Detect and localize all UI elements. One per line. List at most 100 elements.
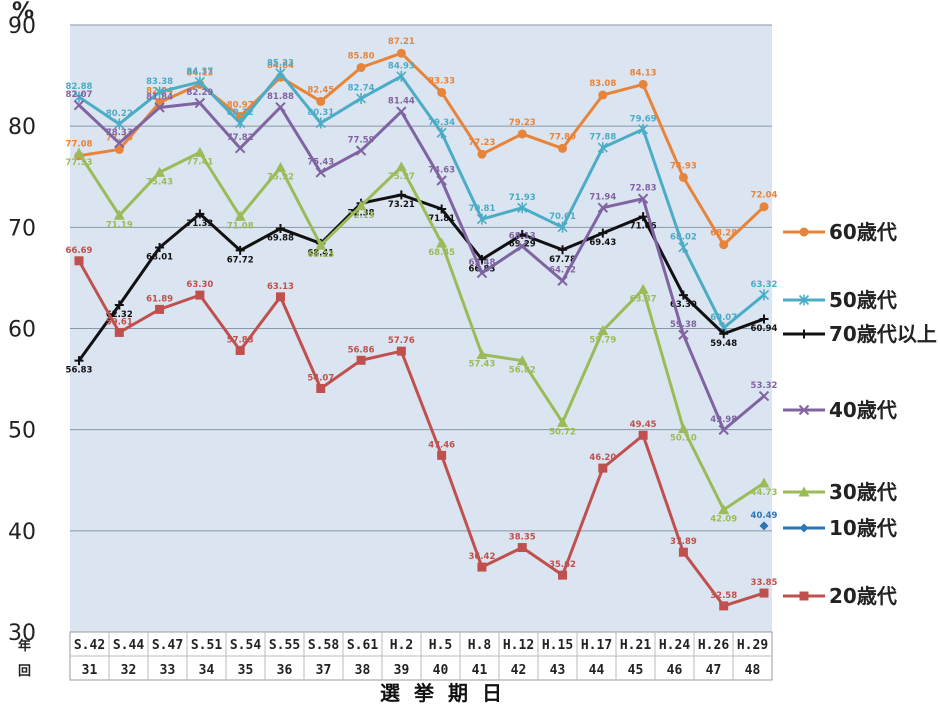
- data-label: 78.33: [106, 128, 133, 138]
- data-label: 71.94: [589, 193, 616, 203]
- data-point: [235, 245, 245, 255]
- data-label: 68.13: [509, 231, 536, 241]
- data-label: 77.08: [66, 140, 93, 150]
- data-label: 57.43: [468, 359, 495, 369]
- data-label: 85.23: [267, 58, 294, 68]
- data-point: [597, 325, 609, 336]
- series-20歳代: 66.69 59.61 61.89 63.30 57.83 63.13 54.07 56.86…: [66, 246, 778, 611]
- series-layer: 77.0877.7082.3484.1380.9784.8482.4585.80…: [66, 37, 778, 611]
- data-point: [598, 228, 608, 238]
- data-label: 49.45: [630, 420, 657, 430]
- x-round-label: 37: [316, 663, 332, 678]
- data-point: [798, 404, 810, 416]
- data-point: [718, 424, 729, 436]
- y-tick-label: 80: [8, 115, 36, 140]
- data-label: 77.80: [549, 132, 576, 142]
- data-label: 82.74: [348, 83, 375, 93]
- x-tick-label: S.61: [347, 638, 378, 653]
- data-label: 75.43: [146, 177, 173, 187]
- data-point: [195, 290, 205, 300]
- x-tick-label: S.47: [152, 638, 183, 653]
- series-30歳代: 77.33 71.19 75.43 77.41 71.08 75.92 68.23 72.13…: [66, 146, 778, 525]
- data-point: [558, 570, 568, 580]
- data-label: 79.69: [630, 114, 657, 124]
- data-point: [638, 430, 648, 440]
- data-point: [396, 70, 407, 82]
- data-label: 62.32: [106, 310, 133, 320]
- data-label: 77.70: [106, 133, 133, 143]
- legend-label: 10歳代: [829, 516, 897, 540]
- data-label: 84.84: [267, 61, 294, 71]
- data-label: 46.20: [589, 453, 616, 463]
- data-label: 83.08: [589, 79, 616, 89]
- data-label: 53.32: [751, 381, 778, 391]
- data-label: 70.81: [468, 204, 495, 214]
- data-label: 71.93: [509, 193, 536, 203]
- data-label: 85.80: [348, 51, 375, 61]
- data-label: 80.31: [307, 108, 334, 118]
- x-tick-label: S.51: [191, 638, 222, 653]
- data-point: [235, 345, 245, 355]
- data-label: 49.98: [710, 415, 737, 425]
- data-point: [637, 193, 649, 204]
- legend-item-70歳代以上: 70歳代以上: [783, 322, 937, 346]
- data-label: 50.72: [549, 427, 576, 437]
- series-line: [77, 260, 765, 608]
- legend-item-20歳代: 20歳代: [783, 584, 897, 608]
- data-point: [477, 562, 487, 572]
- x-axis-table: 年回 S.42 31 S.44 32 S.47 33 S.51 34 S.54 35 S.55 36 S.…: [18, 631, 773, 681]
- legend-item-30歳代: 30歳代: [783, 480, 897, 504]
- data-point: [437, 204, 447, 214]
- y-tick-label: 30: [8, 621, 36, 646]
- data-point: [396, 106, 407, 117]
- legend-label: 60歳代: [829, 220, 897, 244]
- data-point: [73, 147, 85, 158]
- data-point: [719, 329, 729, 339]
- data-point: [719, 240, 729, 250]
- series-line: [78, 51, 766, 247]
- data-label: 63.87: [630, 294, 657, 304]
- data-label: 84.13: [186, 68, 213, 78]
- data-label: 63.30: [670, 300, 697, 310]
- x-tick-label: S.58: [308, 638, 339, 653]
- data-label: 59.79: [589, 336, 616, 346]
- data-label: 81.44: [388, 97, 415, 107]
- data-label: 37.89: [670, 537, 697, 547]
- data-label: 64.72: [549, 266, 576, 276]
- data-point: [718, 504, 730, 515]
- data-point: [477, 149, 487, 159]
- data-label: 72.04: [751, 191, 778, 201]
- data-label: 38.35: [509, 533, 536, 543]
- data-label: 72.38: [348, 208, 375, 218]
- x-tick-label: H.21: [620, 638, 651, 653]
- data-point: [437, 450, 447, 460]
- data-label: 56.83: [66, 366, 93, 376]
- data-point: [74, 256, 84, 266]
- y-tick-label: 90: [8, 14, 36, 39]
- y-tick-label: 50: [8, 419, 36, 444]
- x-round-label: 41: [472, 663, 488, 678]
- data-point: [799, 523, 809, 533]
- x-tick-label: S.44: [113, 638, 144, 653]
- data-point: [315, 239, 327, 250]
- data-label: 61.89: [146, 294, 173, 304]
- data-point: [517, 129, 527, 139]
- data-label: 72.83: [630, 184, 657, 194]
- data-label: 67.72: [227, 255, 254, 265]
- data-point: [638, 123, 649, 135]
- data-label: 59.61: [106, 317, 133, 327]
- data-point: [114, 137, 125, 149]
- data-label: 68.02: [670, 232, 697, 242]
- data-point: [799, 329, 809, 339]
- data-label: 32.58: [710, 591, 737, 601]
- data-label: 54.07: [307, 373, 334, 383]
- data-point: [557, 221, 568, 233]
- x-tick-label: H.17: [581, 638, 612, 653]
- data-point: [355, 200, 367, 211]
- legend-item-60歳代: 60歳代: [783, 220, 897, 244]
- data-point: [798, 294, 810, 306]
- data-label: 79.34: [428, 118, 455, 128]
- legend-label: 40歳代: [829, 398, 897, 422]
- data-label: 35.62: [549, 560, 576, 570]
